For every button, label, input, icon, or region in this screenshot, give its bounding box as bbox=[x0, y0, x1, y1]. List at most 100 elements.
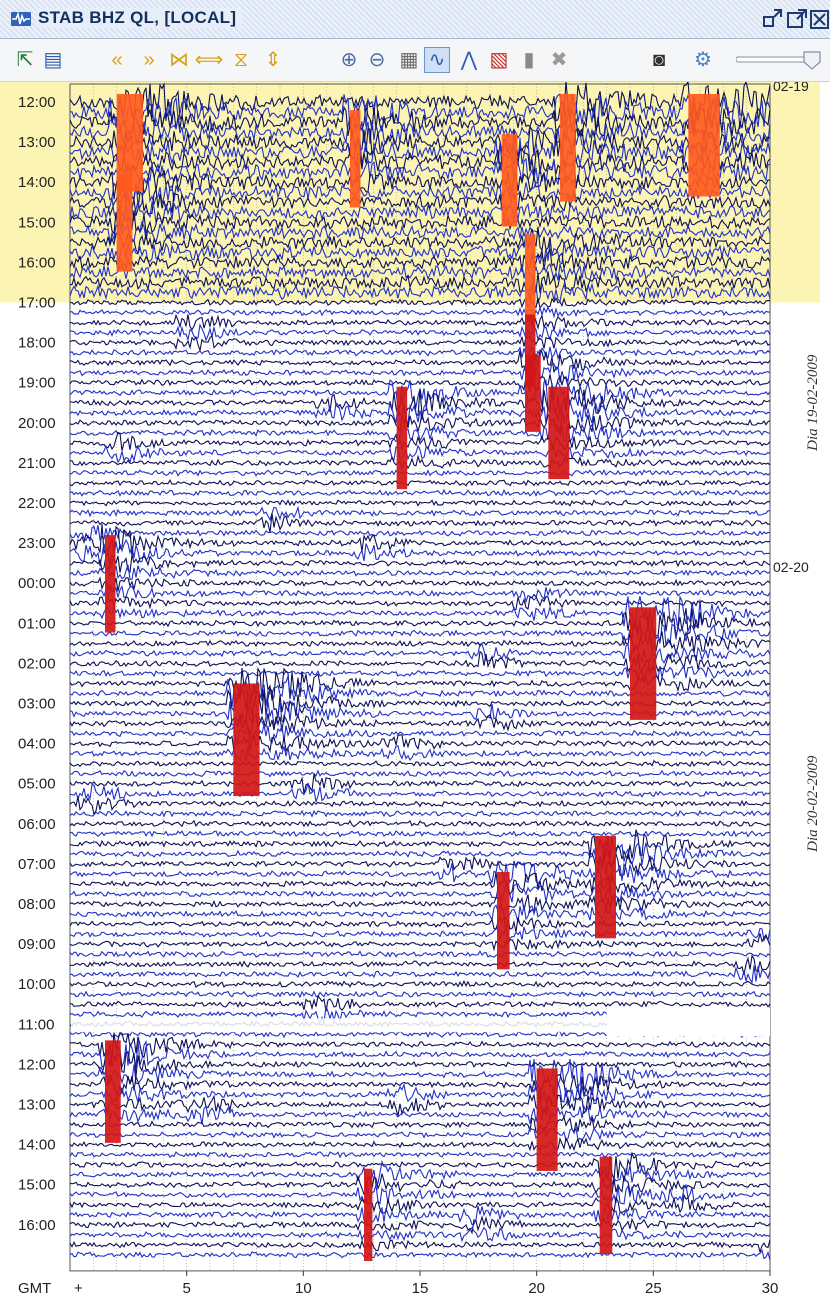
settings-button[interactable]: ⚙ bbox=[690, 47, 716, 73]
event-pick-mark[interactable] bbox=[525, 234, 536, 322]
trace-line bbox=[69, 323, 771, 342]
hour-label: 12:00 bbox=[18, 94, 56, 111]
event-pick-mark[interactable] bbox=[501, 134, 518, 227]
amplitude-slider[interactable] bbox=[735, 50, 824, 70]
hour-label: 17:00 bbox=[18, 295, 56, 312]
trace-line bbox=[69, 954, 771, 975]
zoom-out-icon: ⊖ bbox=[368, 49, 386, 71]
event-pick-mark[interactable] bbox=[688, 94, 720, 197]
event-pick-mark[interactable] bbox=[364, 1168, 373, 1262]
event-pick-mark[interactable] bbox=[630, 607, 657, 720]
event-pick-mark[interactable] bbox=[350, 110, 361, 208]
trace-line bbox=[69, 1226, 771, 1243]
hour-label: 00:00 bbox=[18, 575, 56, 592]
trace-line bbox=[69, 505, 771, 522]
event-pick-mark[interactable] bbox=[595, 835, 616, 939]
spectrogram-button[interactable]: ▧ bbox=[486, 47, 512, 73]
trace-line bbox=[69, 1082, 771, 1107]
compress-vertical-button[interactable]: ⧖ bbox=[228, 47, 254, 73]
trace-line bbox=[69, 117, 771, 149]
trace-line bbox=[69, 1183, 771, 1205]
trace-line bbox=[69, 187, 771, 218]
trace-line bbox=[69, 400, 771, 425]
trace-line bbox=[69, 454, 771, 470]
trace-line bbox=[69, 809, 771, 818]
restore-window-button[interactable] bbox=[762, 8, 784, 30]
window-title: STAB BHZ QL, [LOCAL] bbox=[36, 8, 243, 28]
timezone-label: GMT bbox=[18, 1280, 51, 1297]
trace-line bbox=[69, 1151, 770, 1159]
event-pick-mark[interactable] bbox=[396, 386, 408, 490]
trace-line bbox=[69, 469, 771, 477]
trace-line bbox=[69, 1126, 771, 1142]
hour-label: 18:00 bbox=[18, 335, 56, 352]
event-pick-mark[interactable] bbox=[525, 354, 541, 432]
trace-line bbox=[69, 871, 771, 896]
export-button[interactable]: ⇱ bbox=[12, 47, 38, 73]
event-pick-mark[interactable] bbox=[599, 1156, 613, 1255]
expand-horizontal-icon: ⟺ bbox=[194, 49, 224, 71]
fit-button[interactable]: ▦ bbox=[396, 47, 422, 73]
trace-line bbox=[69, 374, 771, 393]
trace-line bbox=[69, 524, 771, 557]
waveform-button[interactable]: ∿ bbox=[424, 47, 450, 73]
data-gap bbox=[71, 1018, 769, 1033]
hour-label: 09:00 bbox=[18, 936, 56, 953]
compress-horizontal-button[interactable]: ⋈ bbox=[166, 47, 192, 73]
trace-line bbox=[69, 851, 771, 877]
expand-horizontal-button[interactable]: ⟺ bbox=[194, 47, 224, 73]
camera-icon: ◙ bbox=[652, 49, 666, 71]
trace-line bbox=[69, 1193, 771, 1215]
event-pick-mark[interactable] bbox=[536, 1068, 558, 1171]
trace-line bbox=[69, 313, 771, 331]
waveform-icon: ∿ bbox=[428, 49, 446, 71]
zoom-out-button[interactable]: ⊖ bbox=[364, 47, 390, 73]
forward-button[interactable]: » bbox=[136, 47, 162, 73]
event-pick-mark[interactable] bbox=[497, 871, 510, 970]
helicorder-plot[interactable]: 12:00 13:00 14:00 15:00 16:00 17:00 18:00 19:00… bbox=[0, 82, 830, 1301]
axis-tick-label: 10 bbox=[295, 1280, 312, 1297]
expand-vertical-button[interactable]: ⇕ bbox=[260, 47, 286, 73]
rewind-button[interactable]: « bbox=[104, 47, 130, 73]
clipboard-button[interactable]: ▮ bbox=[516, 47, 542, 73]
hour-label: 05:00 bbox=[18, 776, 56, 793]
event-pick-mark[interactable] bbox=[548, 386, 570, 480]
event-pick-mark[interactable] bbox=[233, 683, 260, 797]
layout-button[interactable]: ▤ bbox=[40, 47, 66, 73]
hour-label: 16:00 bbox=[18, 1217, 56, 1234]
axis-tick-label: 25 bbox=[645, 1280, 662, 1297]
camera-button[interactable]: ◙ bbox=[646, 47, 672, 73]
spectrogram-icon: ▧ bbox=[489, 49, 509, 71]
event-pick-mark[interactable] bbox=[116, 174, 133, 272]
date-marker: 02-19 bbox=[773, 82, 809, 94]
trace-line bbox=[69, 262, 771, 282]
trace-line bbox=[69, 965, 771, 984]
hour-label: 13:00 bbox=[18, 134, 56, 151]
axis-tick-label: 5 bbox=[182, 1280, 190, 1297]
event-pick-mark[interactable] bbox=[105, 535, 116, 633]
trace-line bbox=[69, 769, 771, 778]
settings-icon: ⚙ bbox=[694, 49, 712, 71]
event-pick-mark[interactable] bbox=[525, 314, 536, 387]
delete-button[interactable]: ✖ bbox=[546, 47, 572, 73]
trace-line bbox=[69, 411, 771, 434]
zoom-in-button[interactable]: ⊕ bbox=[336, 47, 362, 73]
hour-label: 13:00 bbox=[18, 1097, 56, 1114]
hour-label: 16:00 bbox=[18, 254, 56, 271]
trace-line bbox=[69, 237, 771, 265]
trace-line bbox=[69, 271, 771, 294]
spectrum-button[interactable]: ⋀ bbox=[456, 47, 482, 73]
axis-tick-label: 15 bbox=[412, 1280, 429, 1297]
event-pick-mark[interactable] bbox=[105, 1040, 121, 1143]
trace-line bbox=[69, 551, 771, 574]
day-label: Dia 20-02-2009 bbox=[805, 755, 821, 853]
trace-line bbox=[69, 198, 771, 225]
trace-line bbox=[69, 564, 771, 581]
maximize-window-button[interactable] bbox=[786, 8, 808, 30]
trace-line bbox=[69, 421, 771, 443]
title-bar[interactable]: STAB BHZ QL, [LOCAL] bbox=[0, 0, 830, 39]
close-window-button[interactable] bbox=[810, 8, 830, 30]
event-pick-mark[interactable] bbox=[560, 94, 576, 202]
hour-label: 01:00 bbox=[18, 615, 56, 632]
